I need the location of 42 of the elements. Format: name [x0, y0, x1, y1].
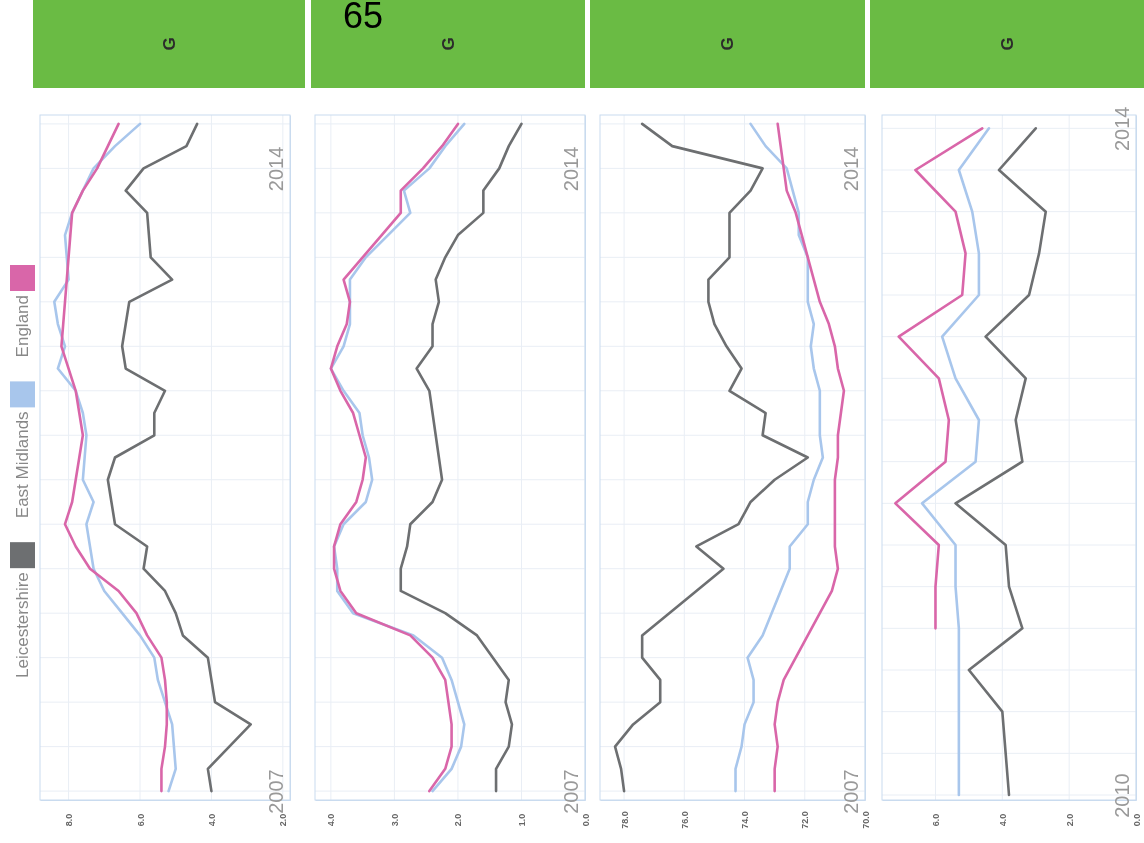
legend-label: England	[12, 295, 32, 358]
y-tick-label: 2010	[1111, 773, 1133, 818]
text: 65	[343, 0, 384, 36]
chart-title: G	[438, 37, 458, 51]
line-series	[734, 122, 825, 793]
x-tick-label: 3.0	[389, 813, 400, 827]
x-tick-label: 1.0	[516, 813, 527, 827]
chart-title: G	[997, 37, 1017, 51]
line-series	[920, 127, 991, 797]
x-tick-label: 70.0	[860, 811, 871, 829]
x-tick-label: 2.0	[278, 813, 289, 827]
x-tick-label: 4.0	[326, 813, 337, 827]
legend-label: East Midlands	[12, 411, 32, 519]
x-tick-label: 74.0	[740, 811, 751, 829]
line-series	[613, 122, 810, 793]
legend-label: Leicestershire	[12, 572, 32, 678]
x-tick-label: 2.0	[1064, 813, 1075, 827]
chart-title: G	[718, 37, 737, 51]
y-tick-label: 2014	[1111, 106, 1133, 152]
y-tick-label: 2007	[840, 769, 862, 814]
x-tick-label: 76.0	[679, 811, 690, 829]
x-tick-label: 4.0	[206, 813, 217, 827]
chart-title: G	[159, 37, 179, 51]
line-series	[773, 122, 846, 793]
x-tick-label: 72.0	[800, 811, 811, 829]
x-tick-label: 2.0	[453, 813, 464, 827]
y-tick-label: 2007	[560, 769, 582, 814]
x-tick-label: 6.0	[135, 813, 146, 827]
x-tick-label: 4.0	[997, 813, 1008, 827]
x-tick-label: 8.0	[64, 813, 75, 827]
y-tick-label: 2014	[560, 146, 582, 192]
x-tick-label: 78.0	[619, 811, 630, 829]
line-series	[106, 122, 253, 793]
y-tick-label: 2014	[265, 146, 287, 192]
y-tick-label: 2014	[840, 146, 862, 192]
x-tick-label: 0.0	[1131, 813, 1142, 827]
line-series	[954, 127, 1048, 797]
x-tick-label: 0.0	[580, 813, 591, 827]
x-tick-label: 6.0	[930, 813, 941, 827]
line-series	[399, 122, 523, 793]
y-tick-label: 2007	[265, 769, 287, 814]
line-series	[894, 127, 984, 630]
